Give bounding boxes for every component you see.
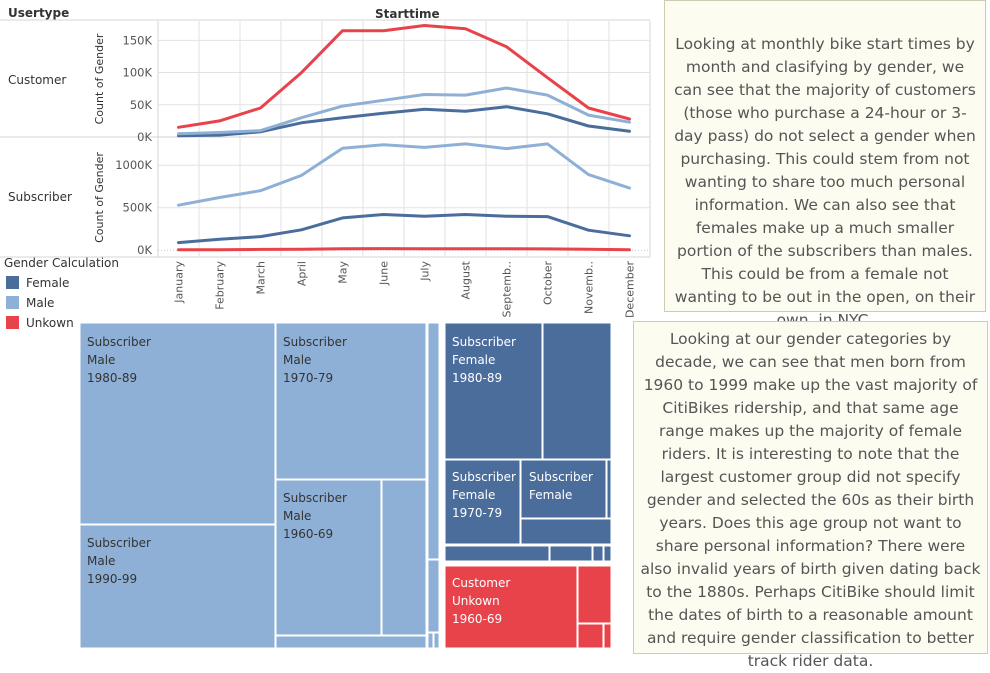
treemap-label-subscriber-male-1960-69: Subscriber Male 1960-69	[283, 491, 347, 541]
y-axis-title: Count of Gender	[93, 152, 106, 243]
series-line-subscriber-unkown	[177, 247, 631, 252]
tile-female-small	[520, 518, 612, 545]
note-monthly-start-times: Looking at monthly bike start times by m…	[664, 0, 986, 329]
tile-female-small	[444, 545, 550, 562]
series-line-customer-unkown	[177, 24, 631, 129]
treemap-label-subscriber-male-1970-79: Subscriber Male 1970-79	[283, 335, 347, 385]
tile-male-small	[381, 479, 427, 636]
x-tick-label: December	[624, 261, 637, 319]
note-monthly-text: Looking at monthly bike start times by m…	[674, 35, 976, 329]
x-tick-label: April	[296, 261, 309, 286]
tile-subscriber-male-1960-69	[275, 479, 382, 636]
x-tick-label: May	[337, 261, 350, 284]
tile-subscriber-male-1980-89	[79, 322, 276, 525]
tile-male-small	[427, 559, 440, 633]
y-axis-title: Count of Gender	[93, 33, 106, 124]
legend-item-unkown[interactable]: Unkown	[6, 316, 74, 330]
treemap-label-subscriber-male-1980-89: Subscriber Male 1980-89	[87, 335, 151, 385]
tile-subscriber-male-1990-99	[79, 524, 276, 649]
x-tick-label: January	[173, 261, 186, 304]
tile-male-small	[433, 632, 440, 649]
y-tick-label: 50K	[130, 98, 153, 112]
treemap-label-subscriber-female: Subscriber Female	[529, 470, 593, 502]
treemap-label-subscriber-female-1980-89: Subscriber Female 1980-89	[452, 335, 516, 385]
tile-subscriber-male-1970-79	[275, 322, 427, 480]
treemap-label-subscriber-female-1970-79: Subscriber Female 1970-79	[452, 470, 516, 520]
y-tick-label: 500K	[123, 201, 153, 215]
tile-subscriber-female	[520, 459, 607, 519]
x-tick-label: July	[419, 261, 432, 282]
note-decade-text: Looking at our gender categories by deca…	[640, 330, 981, 670]
legend-label-unkown: Unkown	[26, 316, 74, 330]
y-tick-label: 1000K	[115, 158, 152, 172]
tile-male-small	[427, 322, 440, 560]
tile-unkown-small	[603, 623, 612, 649]
y-tick-label: 0K	[137, 243, 152, 257]
tile-male-small	[275, 635, 427, 649]
x-tick-label: August	[460, 260, 473, 299]
series-line-customer-male	[177, 86, 631, 136]
tile-subscriber-female-1970-79	[444, 459, 521, 545]
tile-female-small	[549, 545, 593, 562]
x-tick-label: February	[214, 261, 227, 310]
legend-swatch-unkown	[6, 316, 19, 329]
column-field-header: Starttime	[375, 7, 440, 21]
tile-unkown-small	[577, 623, 604, 649]
legend[interactable]: Gender Calculation Female Male Unkown	[0, 254, 150, 334]
tile-female-small	[606, 459, 612, 519]
tile-subscriber-female-1980-89	[444, 322, 543, 460]
legend-label-female: Female	[26, 276, 70, 290]
x-tick-label: Novemb..	[583, 261, 596, 314]
legend-label-male: Male	[26, 296, 55, 310]
row-field-header: Usertype	[8, 6, 70, 20]
tile-customer-unkown-1960-69	[444, 565, 578, 649]
legend-swatch-female	[6, 276, 19, 289]
legend-title: Gender Calculation	[4, 256, 119, 270]
tile-unkown-small	[577, 565, 612, 624]
row-label-subscriber: Subscriber	[8, 190, 72, 204]
tile-female-small	[542, 322, 612, 460]
tile-female-small	[603, 545, 612, 562]
y-tick-label: 150K	[123, 33, 153, 47]
tile-male-small	[427, 632, 434, 649]
x-tick-label: Septemb..	[501, 261, 514, 318]
series-line-subscriber-female	[177, 213, 631, 245]
legend-swatch-male	[6, 296, 19, 309]
legend-item-female[interactable]: Female	[6, 276, 69, 290]
legend-item-male[interactable]: Male	[6, 296, 54, 310]
note-gender-decade: Looking at our gender categories by deca…	[633, 321, 988, 670]
x-tick-label: March	[255, 261, 268, 295]
x-tick-label: June	[378, 261, 391, 286]
dashboard-canvas: Customer Count of Gender 0K 50K 100K 150K Subs…	[0, 19, 651, 649]
y-tick-label: 100K	[123, 66, 153, 80]
treemap-label-subscriber-male-1990-99: Subscriber Male 1990-99	[87, 536, 151, 586]
y-tick-label: 0K	[137, 130, 152, 144]
series-line-subscriber-male	[177, 142, 631, 207]
row-label-customer: Customer	[8, 73, 66, 87]
tile-female-small	[592, 545, 604, 562]
treemap-label-customer-unkown-1960-69: Customer Unkown 1960-69	[452, 576, 511, 626]
x-tick-label: October	[542, 261, 555, 305]
